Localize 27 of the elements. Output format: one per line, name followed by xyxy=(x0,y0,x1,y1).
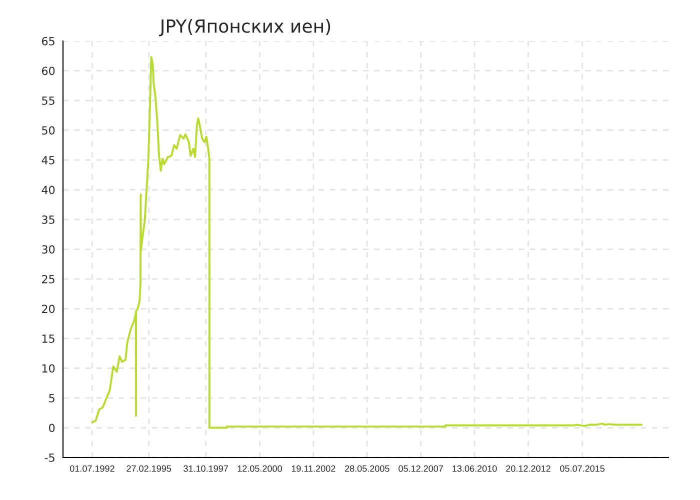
y-tick-label: 10 xyxy=(42,364,55,373)
y-tick-label: -5 xyxy=(44,454,54,462)
x-tick-label: 12.05.2000 xyxy=(238,465,282,472)
y-tick-label: 5 xyxy=(49,394,54,402)
y-tick-label: 60 xyxy=(42,66,55,76)
y-tick-label: 65 xyxy=(42,36,54,46)
x-tick-label: 05.07.2015 xyxy=(560,465,605,472)
x-tick-label: 31.10.1997 xyxy=(184,465,228,472)
x-tick-label: 19.11.2002 xyxy=(292,465,336,472)
y-tick-label: 35 xyxy=(42,215,54,224)
x-tick-label: 01.07.1992 xyxy=(70,465,114,472)
chart-title: JPY(Японских иен) xyxy=(158,18,330,36)
x-tick-label: 27.02.1995 xyxy=(126,465,172,472)
y-tick-label: 40 xyxy=(42,186,55,194)
y-tick-label: 45 xyxy=(42,156,54,164)
x-tick-label: 05.12.2007 xyxy=(398,465,443,472)
y-tick-label: 30 xyxy=(42,245,55,254)
y-tick-label: 15 xyxy=(42,334,54,343)
y-tick-label: 50 xyxy=(42,126,55,135)
line-series xyxy=(91,56,642,429)
x-tick-label: 13.06.2010 xyxy=(452,465,497,472)
x-tick-label: 20.12.2012 xyxy=(506,465,550,472)
y-tick-label: 55 xyxy=(42,96,54,105)
y-tick-label: 20 xyxy=(42,304,55,314)
y-tick-label: 25 xyxy=(42,274,54,284)
x-tick-label: 28.05.2005 xyxy=(344,465,390,472)
y-tick-label: 0 xyxy=(49,424,55,432)
